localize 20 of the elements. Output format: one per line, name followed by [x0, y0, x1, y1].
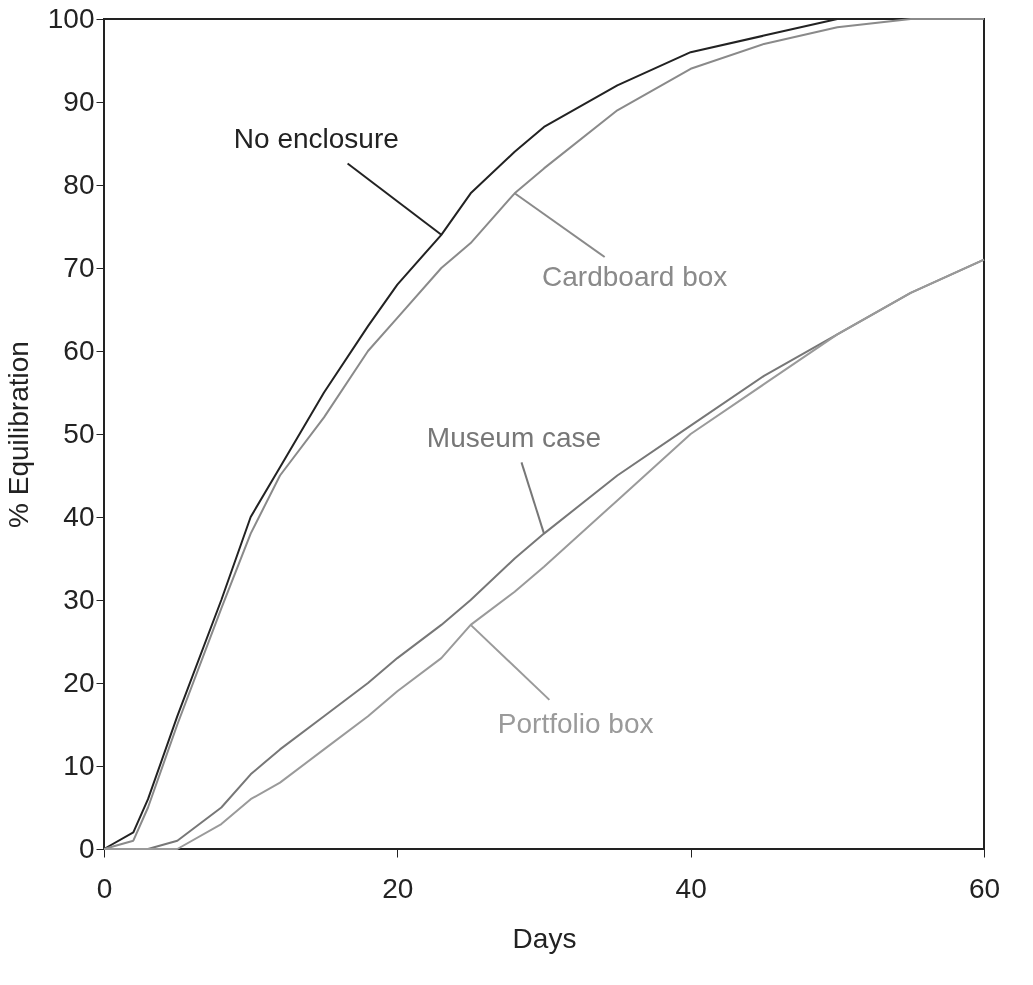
text: No enclosure [233, 122, 399, 154]
y-tick-label: 0 [78, 832, 95, 864]
y-tick-label: 10 [63, 749, 95, 781]
x-tick-label: 20 [382, 872, 414, 904]
y-tick-label: 80 [63, 168, 95, 200]
series-label: Museum case [426, 421, 602, 453]
y-tick-label: 90 [63, 85, 95, 117]
y-tick-label: 60 [63, 334, 95, 366]
text: Portfolio box [497, 707, 654, 739]
y-tick-label: 70 [63, 251, 95, 283]
y-tick-label: 20 [63, 666, 95, 698]
y-tick-label: 50 [63, 417, 95, 449]
y-tick-label: 40 [63, 500, 95, 532]
y-axis-title: % Equilibration [2, 341, 34, 528]
x-tick-label: 60 [968, 872, 1001, 904]
y-tick-label: 100 [47, 2, 95, 34]
y-tick-label: 30 [63, 583, 95, 615]
x-tick-label: 40 [675, 872, 707, 904]
legend-label: Cardboard box [542, 261, 728, 293]
x-axis-title: Days [512, 922, 577, 954]
